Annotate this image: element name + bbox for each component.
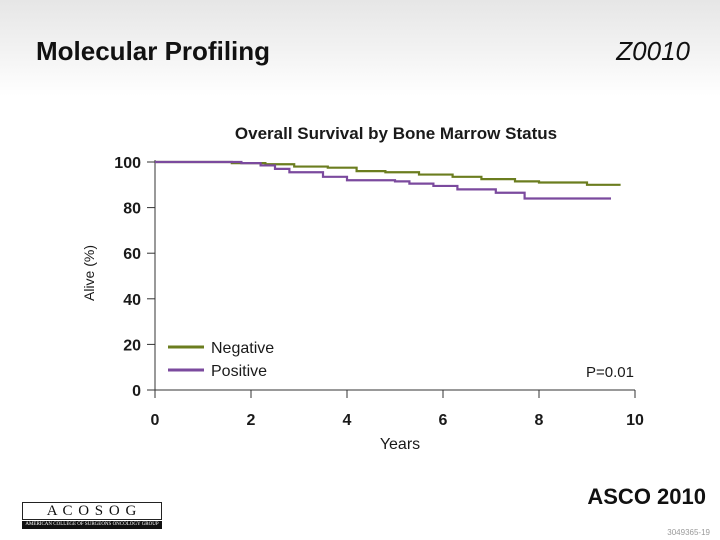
study-code: Z0010 xyxy=(616,36,690,66)
legend-label-negative: Negative xyxy=(211,340,274,357)
series-line-positive xyxy=(155,160,611,200)
y-tick-label: 0 xyxy=(132,383,141,400)
slide-id: 3049365-19 xyxy=(667,528,710,537)
legend-label-positive: Positive xyxy=(211,363,267,380)
x-tick-label: 10 xyxy=(626,412,644,429)
x-tick-label: 0 xyxy=(151,412,160,429)
y-tick-label: 40 xyxy=(123,292,141,309)
y-tick-label: 20 xyxy=(123,337,141,354)
y-tick-label: 80 xyxy=(123,201,141,218)
acosog-logo: A C O S O G AMERICAN COLLEGE OF SURGEONS… xyxy=(22,502,162,529)
p-value-annotation: P=0.01 xyxy=(586,364,634,381)
x-tick-label: 4 xyxy=(343,412,352,429)
chart-legend: Negative Positive xyxy=(168,340,274,380)
series-line-negative xyxy=(155,160,621,186)
meeting-label: ASCO 2010 xyxy=(587,484,706,509)
logo-letters: A C O S O G xyxy=(22,502,162,520)
slide-title: Molecular Profiling xyxy=(36,36,271,66)
plot-area xyxy=(155,160,621,200)
chart-axes: 0 20 40 60 80 100 0 2 4 6 8 10 xyxy=(114,155,644,429)
x-axis-label: Years xyxy=(380,436,420,453)
y-tick-label: 60 xyxy=(123,246,141,263)
x-tick-label: 6 xyxy=(439,412,448,429)
y-tick-label: 100 xyxy=(114,155,141,172)
x-tick-label: 8 xyxy=(535,412,544,429)
logo-subtitle: AMERICAN COLLEGE OF SURGEONS ONCOLOGY GR… xyxy=(22,521,162,529)
y-axis-label: Alive (%) xyxy=(81,245,97,301)
chart-title: Overall Survival by Bone Marrow Status xyxy=(235,124,557,143)
slide-header: Molecular Profiling Z0010 xyxy=(0,0,720,96)
x-tick-label: 2 xyxy=(247,412,256,429)
